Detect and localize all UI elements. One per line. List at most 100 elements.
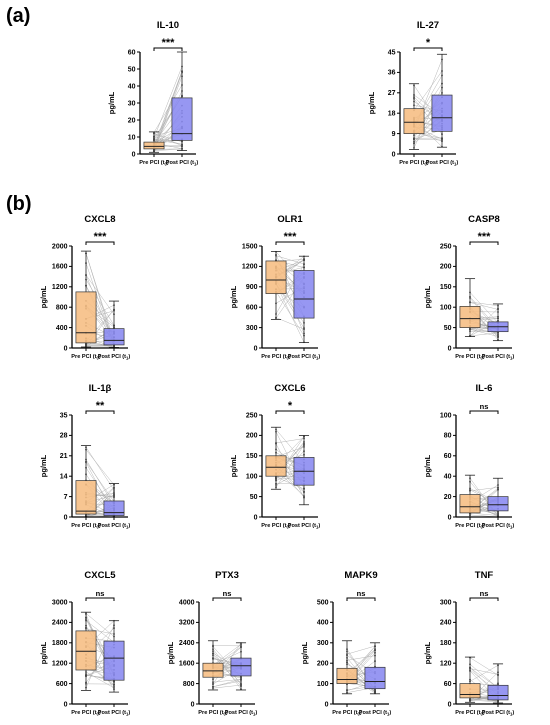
chart-title: MAPK9 <box>344 570 377 581</box>
significance-label: ns <box>223 589 232 598</box>
paired-line <box>413 70 443 111</box>
box-post-pci <box>171 51 193 152</box>
x-tick-label-pre: Pre PCI (t0) <box>71 354 101 361</box>
paired-line <box>275 443 305 498</box>
paired-line <box>469 512 499 516</box>
y-tick-label: 200 <box>317 661 329 668</box>
chart-il-1: 0 7 14 21 28 35 Pre PCI (t0)Post PCI (t1) pg/mL… <box>39 383 130 530</box>
y-tick-label: 1600 <box>179 661 195 668</box>
paired-line <box>346 655 376 661</box>
y-tick-label: 300 <box>246 325 258 332</box>
chart-title: IL-27 <box>417 20 439 31</box>
box-iqr <box>75 630 97 671</box>
y-tick-label: 200 <box>440 264 452 271</box>
box-pre-pci <box>75 250 97 348</box>
paired-line <box>469 699 499 703</box>
box-post-pci <box>431 53 453 148</box>
box-pre-pci <box>403 83 425 150</box>
x-tick-label-pre: Pre PCI (t0) <box>455 523 485 530</box>
x-tick-label-post: Post PCI (t1) <box>166 160 199 167</box>
paired-line <box>212 679 242 683</box>
y-tick-label: 200 <box>246 433 258 440</box>
x-tick-label-post: Post PCI (t1) <box>482 710 515 717</box>
significance-bracket <box>275 410 305 414</box>
box-post-pci <box>293 434 315 506</box>
y-axis-label: pg/mL <box>107 91 116 114</box>
y-tick-label: 1500 <box>242 243 258 250</box>
y-tick-label: 50 <box>444 325 452 332</box>
paired-line <box>469 657 499 676</box>
chart-title: CXCL6 <box>274 383 305 394</box>
y-tick-label: 240 <box>440 620 452 627</box>
chart-tnf: 0 60 120 180 240 300 Pre PCI (t0)Post PCI (t1)… <box>423 570 514 717</box>
y-axis-label: pg/mL <box>39 641 48 664</box>
y-tick-label: 1800 <box>52 640 68 647</box>
box-post-pci <box>487 663 509 704</box>
box-pre-pci <box>143 131 165 153</box>
y-tick-label: 0 <box>191 701 195 708</box>
significance-label: ns <box>480 402 489 411</box>
paired-line <box>85 344 115 347</box>
y-tick-label: 0 <box>132 151 136 158</box>
box-pre-pci <box>265 426 287 490</box>
panel-label-a: (a) <box>6 5 31 27</box>
y-tick-label: 0 <box>392 151 396 158</box>
paired-line <box>153 148 183 151</box>
chart-olr1: 0 300 600 900 1200 1500 Pre PCI (t0)Post PCI (… <box>229 214 320 361</box>
significance-bracket <box>469 410 499 414</box>
y-tick-label: 3000 <box>52 599 68 606</box>
significance-bracket <box>275 241 305 245</box>
significance-bracket <box>469 241 499 245</box>
significance-bracket <box>469 597 499 601</box>
paired-line <box>212 644 242 666</box>
x-tick-label-pre: Pre PCI (t0) <box>261 523 291 530</box>
x-tick-label-post: Post PCI (t1) <box>288 523 321 530</box>
y-tick-label: 100 <box>440 305 452 312</box>
box-post-pci <box>293 255 315 343</box>
paired-line <box>153 84 183 133</box>
x-tick-label-post: Post PCI (t1) <box>288 354 321 361</box>
y-tick-label: 0 <box>64 514 68 521</box>
y-tick-label: 30 <box>128 100 136 107</box>
y-tick-label: 0 <box>448 345 452 352</box>
box-pre-pci <box>75 611 97 691</box>
paired-line <box>469 329 499 337</box>
paired-line <box>275 444 305 488</box>
box-pre-pci <box>459 656 481 703</box>
significance-bracket <box>153 47 183 51</box>
chart-cxcl8: 0 400 800 1200 1600 2000 Pre PCI (t0)Post PCI … <box>39 214 130 361</box>
x-tick-label-post: Post PCI (t1) <box>482 523 515 530</box>
y-tick-label: 0 <box>254 514 258 521</box>
x-tick-label-pre: Pre PCI (t0) <box>71 523 101 530</box>
paired-line <box>212 651 242 665</box>
paired-line <box>275 291 305 336</box>
y-tick-label: 10 <box>128 134 136 141</box>
y-tick-label: 80 <box>444 433 452 440</box>
y-axis-label: pg/mL <box>166 641 175 664</box>
y-axis-label: pg/mL <box>229 454 238 477</box>
box-iqr <box>487 496 509 512</box>
y-tick-label: 3200 <box>179 620 195 627</box>
box-iqr <box>75 291 97 344</box>
x-tick-label-post: Post PCI (t1) <box>98 523 131 530</box>
x-tick-label-post: Post PCI (t1) <box>426 160 459 167</box>
chart-title: IL-1β <box>89 383 112 394</box>
y-tick-label: 100 <box>246 474 258 481</box>
y-tick-label: 21 <box>60 453 68 460</box>
y-tick-label: 1200 <box>52 284 68 291</box>
chart-title: CXCL8 <box>84 214 115 225</box>
paired-line <box>153 148 183 150</box>
significance-label: ns <box>480 589 489 598</box>
box-post-pci <box>103 620 125 693</box>
paired-line <box>85 459 115 506</box>
chart-title: CASP8 <box>468 214 500 225</box>
y-tick-label: 250 <box>246 412 258 419</box>
significance-bracket <box>212 597 242 601</box>
x-tick-label-post: Post PCI (t1) <box>98 710 131 717</box>
paired-line <box>469 301 499 306</box>
paired-line <box>85 449 115 486</box>
y-tick-label: 1200 <box>242 264 258 271</box>
chart-title: TNF <box>475 570 494 581</box>
paired-line <box>85 620 115 643</box>
y-tick-label: 18 <box>388 111 396 118</box>
